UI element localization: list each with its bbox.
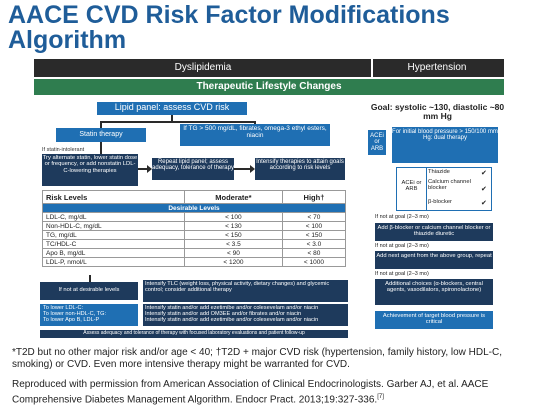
lower-therapy-line: Intensify statin and/or add OM3EE and/or… [145,311,302,318]
lower-therapy-box: Intensify statin and/or add ezetimibe an… [143,304,348,326]
repeat-lipid-panel-box: Repeat lipid panel; assess adequacy, tol… [152,158,234,180]
table-cell: < 3.0 [281,239,347,249]
arrow-line [254,121,256,125]
alternate-statin-box: Try alternate statin, lower statin dose … [42,154,138,186]
table-row: Apo B, mg/dL < 90 < 80 [42,248,347,258]
tlc-bar [34,79,504,95]
lower-therapy-line: Intensify statin and/or add ezetimibe an… [145,305,319,311]
intensify-tlc-box: Intensify TLC (weight loss, physical act… [143,280,348,302]
arrow-line [100,142,102,154]
table-cell: < 100 [281,221,347,231]
table-cell: TG, mg/dL [42,230,185,240]
check-icon: ✔ [481,170,487,177]
to-lower-line: To lower non-HDL-C, TG: [43,311,106,318]
table-header: Moderate* [183,190,283,204]
hypertension-header: Hypertension [407,62,467,73]
additional-choices-box: Additional choices (α-blockers, central … [375,279,493,305]
table-cell: < 150 [183,230,283,240]
statin-intolerant-label: If statin-intolerant [42,147,85,153]
table-cell: < 100 [183,212,283,222]
bp-goal-label: Goal: systolic ~130, diastolic ~80 mm Hg [370,102,505,122]
combo-left-cell: ACEi or ARB [397,168,427,210]
footnote: *T2D but no other major risk and/or age … [12,347,502,370]
table-row: TC/HDL-C < 3.5 < 3.0 [42,239,347,249]
table-cell: < 150 [281,230,347,240]
initial-bp-box: For initial blood pressure > 150/100 mm … [392,127,498,163]
table-cell: LDL-P, nmol/L [42,257,185,267]
add-next-agent-box: Add next agent from the above group, rep… [375,251,493,269]
table-cell: Apo B, mg/dL [42,248,185,258]
not-at-goal-label: If not at goal (2–3 mo) [375,271,429,277]
to-lower-line: To lower LDL-C: [43,305,84,311]
to-lower-line: To lower Apo B, LDL-P [43,317,100,324]
table-cell: TC/HDL-C [42,239,185,249]
lipid-panel-box: Lipid panel: assess CVD risk [97,102,247,115]
table-cell: < 70 [281,212,347,222]
dyslipidemia-header: Dyslipidemia [174,62,232,73]
arrow-line [138,168,148,170]
tg-box: If TG > 500 mg/dL, fibrates, omega-3 eth… [180,124,330,146]
table-cell: Non-HDL-C, mg/dL [42,221,185,231]
arrow-line [100,121,102,128]
table-row: TG, mg/dL < 150 < 150 [42,230,347,240]
arrow-line [100,121,256,123]
table-cell: < 90 [183,248,283,258]
lower-therapy-line: Intensify statin and/or add ezetimibe an… [145,317,319,324]
header-bar [34,59,504,77]
add-beta-blocker-box: Add β-blocker or calcium channel blocker… [375,223,493,241]
not-at-goal-box: If not at desirable levels [40,282,138,300]
combo-item: β-blocker [428,199,452,205]
table-row: LDL-P, nmol/L < 1200 < 1000 [42,257,347,267]
arrow-line [234,168,250,170]
table-cell: < 80 [281,248,347,258]
achievement-box: Achievement of target blood pressure is … [375,311,493,329]
arrow-head-icon [147,165,152,173]
statin-therapy-box: Statin therapy [56,128,146,142]
table-cell: < 3.5 [183,239,283,249]
risk-levels-table: Risk Levels Moderate* High† Desirable Le… [42,190,347,267]
arrow-head-icon [250,165,255,173]
table-cell: < 1000 [281,257,347,267]
table-cell: LDL-C, mg/dL [42,212,185,222]
not-at-goal-label: If not at goal (2–3 mo) [375,243,429,249]
acei-arb-box: ACEi or ARB [368,130,386,155]
citation-text: Reproduced with permission from American… [12,379,489,406]
combo-item: Calcium channel blocker [428,179,471,191]
arrow-line [171,115,173,123]
table-cell: < 130 [183,221,283,231]
table-row: LDL-C, mg/dL < 100 < 70 [42,212,347,222]
to-lower-box: To lower LDL-C: To lower non-HDL-C, TG: … [40,304,138,326]
desirable-levels-row: Desirable Levels [42,203,346,213]
slide-title: AACE CVD Risk Factor Modifications Algor… [8,1,450,54]
dual-therapy-table: ACEi or ARB Thiazide Calcium channel blo… [396,167,492,211]
arrow-line [89,275,91,282]
table-header: Risk Levels [42,190,185,204]
table-row: Non-HDL-C, mg/dL < 130 < 100 [42,221,347,231]
table-cell: < 1200 [183,257,283,267]
assess-adequacy-bar: Assess adequacy and tolerance of therapy… [40,330,348,338]
check-icon: ✔ [481,200,487,207]
intensify-therapies-box: Intensify therapies to attain goals acco… [255,158,345,180]
check-icon: ✔ [481,186,487,193]
header-divider [371,59,373,77]
table-header: High† [281,190,347,204]
combo-item: Thiazide [428,169,450,175]
not-at-goal-label: If not at goal (2–3 mo) [375,214,429,220]
citation: Reproduced with permission from American… [12,379,532,406]
citation-ref: [7] [377,394,384,400]
tlc-label: Therapeutic Lifestyle Changes [196,81,342,92]
